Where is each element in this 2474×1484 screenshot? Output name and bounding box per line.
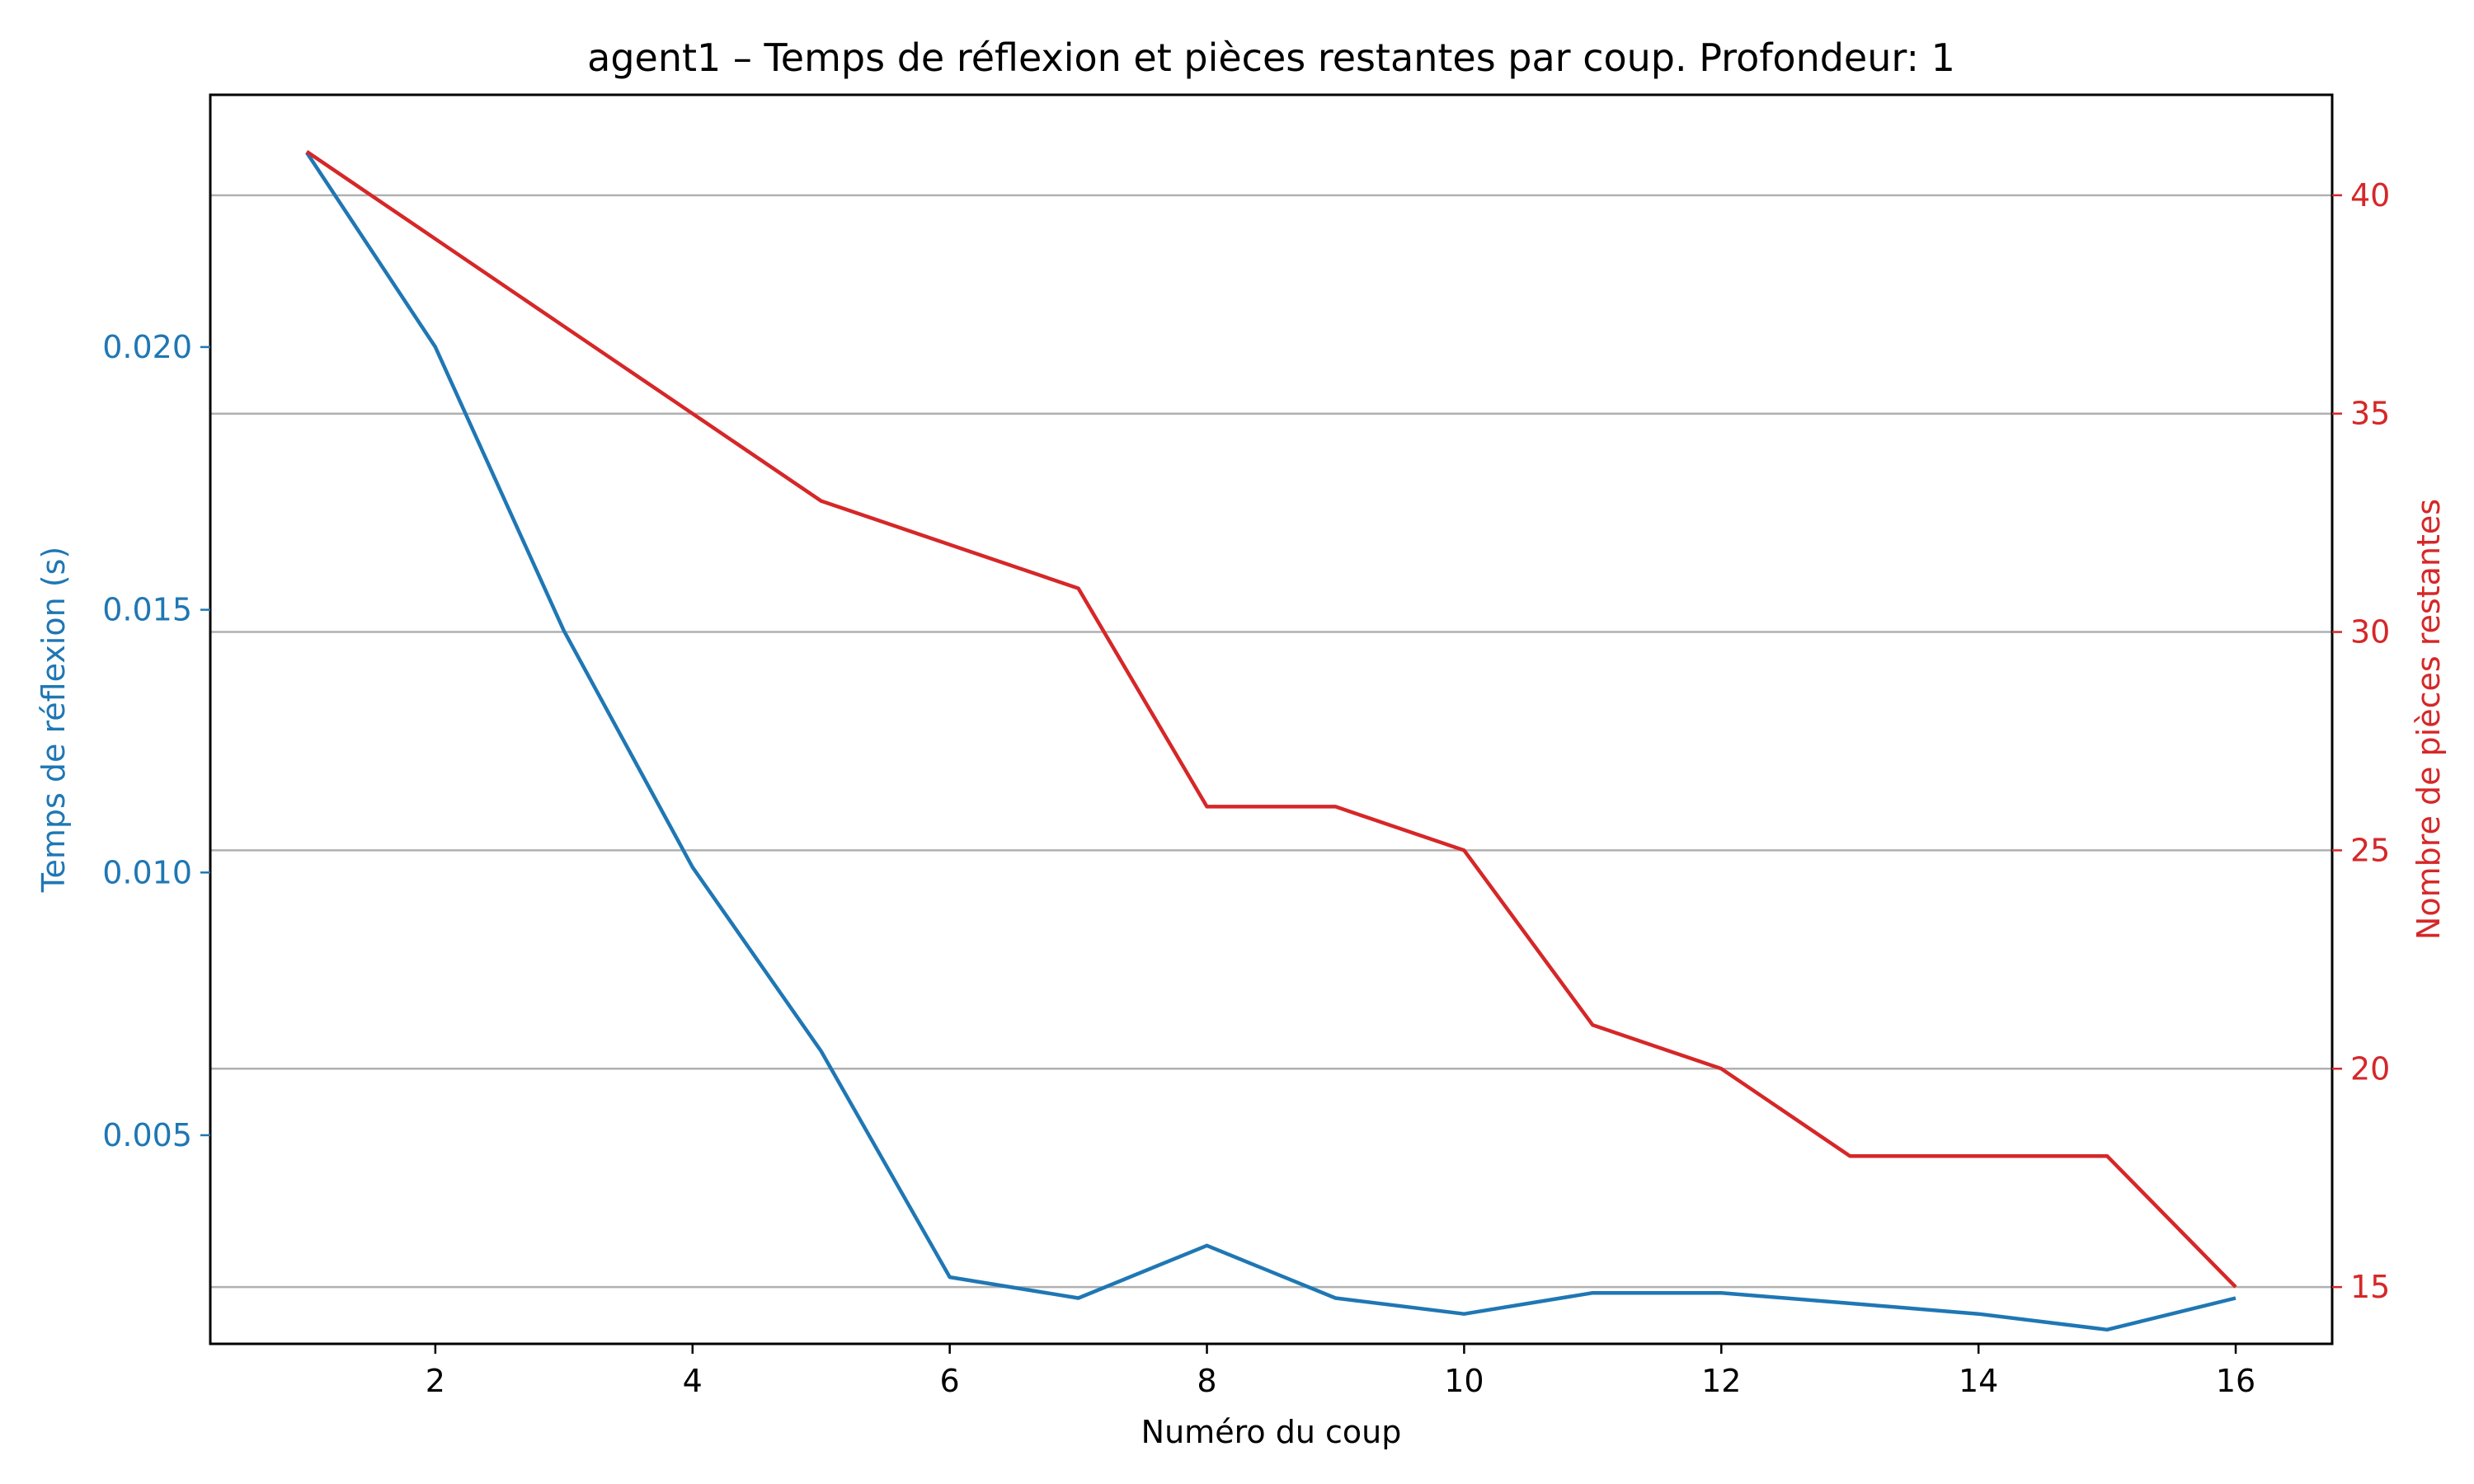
y-left-tick-label: 0.020 [102, 329, 192, 365]
y-left-tick-label: 0.010 [102, 854, 192, 890]
series-layer [305, 150, 2237, 1332]
pieces-remaining-line [305, 150, 2237, 1289]
x-tick-label: 16 [2216, 1363, 2255, 1399]
x-tick-label: 6 [940, 1363, 960, 1399]
y-left-tick-label: 0.005 [102, 1117, 192, 1153]
y-right-tick-label: 25 [2350, 832, 2390, 868]
y-right-axis-label: Nombre de pièces restantes [2411, 499, 2447, 940]
y-left-axis-label: Temps de réflexion (s) [35, 547, 72, 893]
y-right-tick-label: 30 [2350, 614, 2390, 650]
chart-title: agent1 – Temps de réflexion et pièces re… [587, 35, 1955, 80]
x-tick-label: 10 [1444, 1363, 1484, 1399]
y-right-tick-label: 20 [2350, 1050, 2390, 1087]
x-tick-label: 4 [683, 1363, 703, 1399]
y-right-tick-label: 15 [2350, 1269, 2390, 1305]
y-right-tick-label: 35 [2350, 396, 2390, 432]
x-axis-label: Numéro du coup [1141, 1414, 1402, 1450]
ticks-layer: 2 4 6 8 10 12 14 16 0.005 0.010 0.015 0.020 15 20 25 30… [102, 177, 2390, 1399]
y-right-tick-label: 40 [2350, 177, 2390, 214]
x-tick-label: 14 [1959, 1363, 1998, 1399]
x-tick-label: 2 [426, 1363, 445, 1399]
x-tick-label: 8 [1197, 1363, 1216, 1399]
plot-frame [209, 93, 2334, 1345]
y-left-tick-label: 0.015 [102, 592, 192, 628]
thinking-time-line [305, 151, 2236, 1332]
x-tick-label: 12 [1701, 1363, 1741, 1399]
